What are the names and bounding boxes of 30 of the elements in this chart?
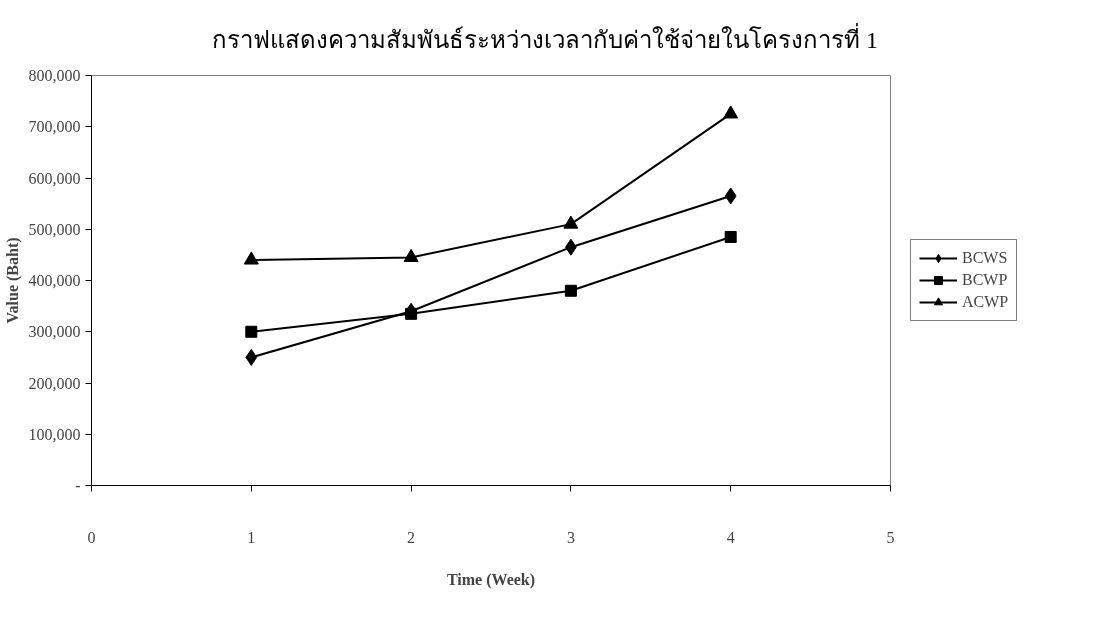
point (564, 284, 577, 297)
legend-label: BCWS (962, 249, 1008, 267)
point (403, 248, 419, 262)
y-tick-label: 300,000 (28, 323, 81, 341)
x-tick-label: 2 (407, 528, 416, 546)
y-tick-label: 500,000 (28, 220, 81, 238)
y-tick-label: 400,000 (28, 272, 81, 289)
x-tick-label: 1 (247, 528, 256, 546)
point (245, 325, 258, 338)
point (563, 215, 579, 229)
point (724, 187, 737, 205)
y-tick-label: 200,000 (28, 374, 81, 392)
y-tick-label: 600,000 (28, 169, 81, 187)
y-tick-label: - (75, 477, 81, 494)
chart-title: กราฟแสดงความสัมพันธ์ระหว่างเวลากับค่าใช้จ่ายในโครงการที่ 1 (212, 23, 878, 55)
point (245, 348, 258, 366)
x-tick-label: 4 (726, 528, 735, 546)
point (243, 251, 259, 265)
x-tick-label: 5 (886, 528, 895, 546)
y-axis-title: Value (Baht) (3, 237, 22, 324)
y-tick-label: 700,000 (28, 118, 81, 136)
x-axis-title: Time (Week) (446, 570, 536, 589)
y-tick-label: 800,000 (28, 67, 81, 84)
x-tick-label: 0 (87, 528, 96, 546)
point (724, 230, 737, 243)
legend-label: BCWP (962, 271, 1008, 289)
y-tick-label: 100,000 (28, 425, 81, 443)
x-tick-label: 3 (566, 528, 575, 546)
legend-label: ACWP (962, 293, 1009, 311)
point (723, 105, 739, 119)
